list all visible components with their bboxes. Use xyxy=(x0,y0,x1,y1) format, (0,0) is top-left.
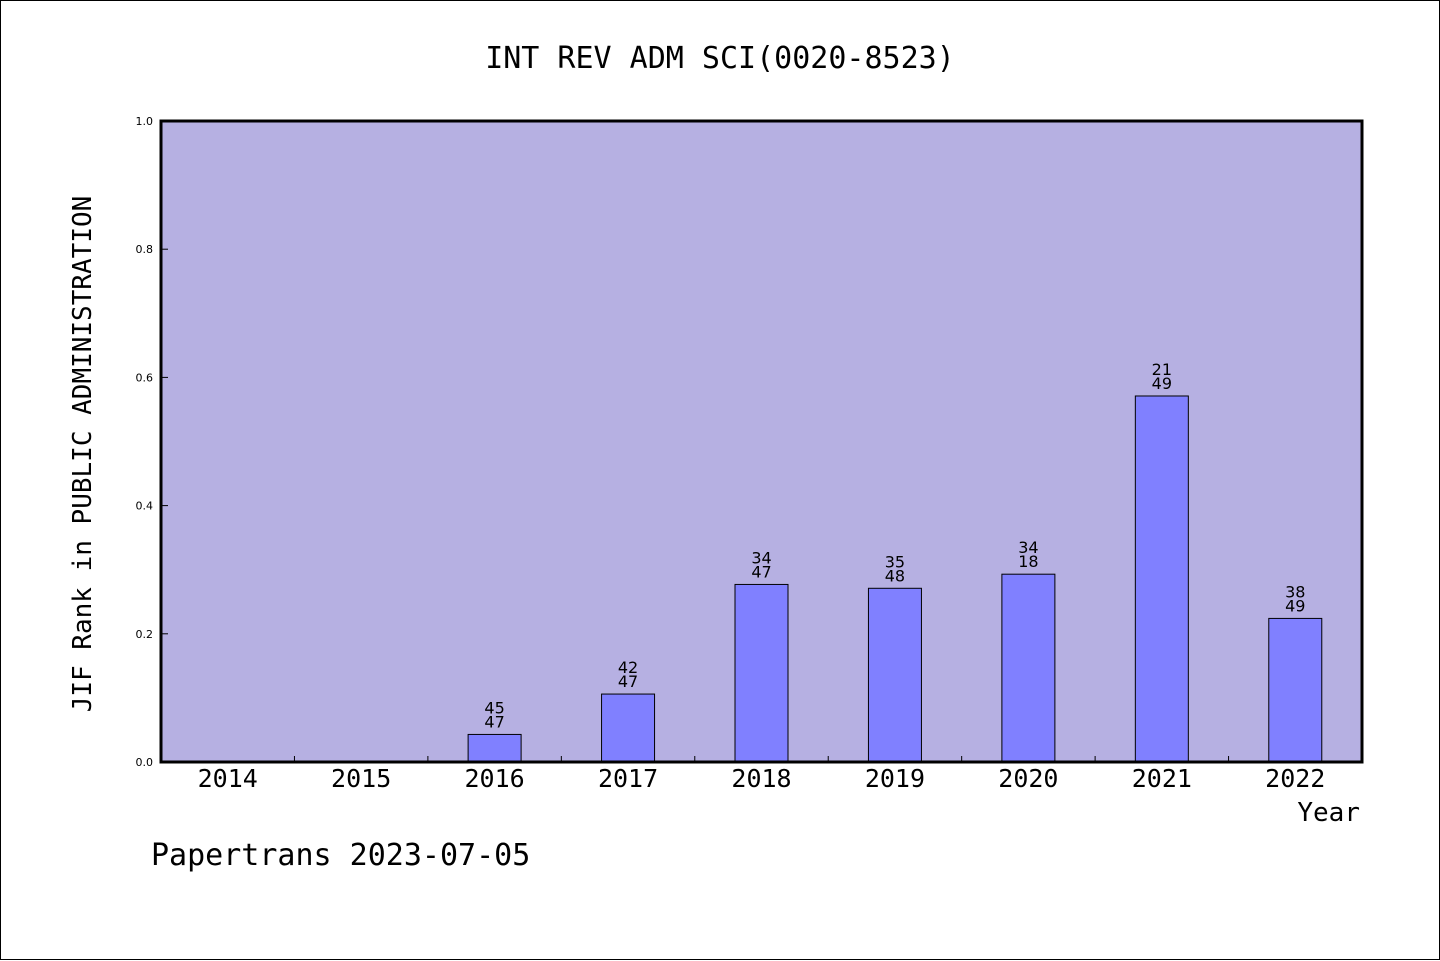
ticks-layer: 2014 2015 2016 2017 2018 2019 2020 2021 2022 0.0 0… xyxy=(136,115,1326,793)
x-tick-label-2019: 2019 xyxy=(865,764,925,793)
y-tick-label: 1.0 xyxy=(136,115,154,128)
bar-rank-label-2017: 42 xyxy=(618,658,638,677)
bar-rank-label-2018: 34 xyxy=(751,548,771,567)
x-axis-label: Year xyxy=(1297,798,1360,828)
y-axis-label: JIF Rank in PUBLIC ADMINISTRATION xyxy=(68,196,98,713)
bar-rank-label-2019: 35 xyxy=(885,552,905,571)
bar-2019 xyxy=(867,587,922,763)
y-tick-label: 0.6 xyxy=(136,371,154,384)
bar-rank-label-2020: 34 xyxy=(1018,538,1038,557)
plot-border xyxy=(159,119,1364,764)
y-tick-label: 0.0 xyxy=(136,756,154,769)
x-tick-label-2021: 2021 xyxy=(1132,764,1192,793)
bar-total-label-2017: 47 xyxy=(618,672,638,691)
x-tick-label-2020: 2020 xyxy=(998,764,1058,793)
bar-2016 xyxy=(467,733,522,763)
bar-total-label-2022: 49 xyxy=(1285,596,1305,615)
x-tick-label-2015: 2015 xyxy=(331,764,391,793)
chart-title: INT REV ADM SCI(0020-8523) xyxy=(485,41,955,76)
x-tick-label-2017: 2017 xyxy=(598,764,658,793)
bar-total-label-2016: 47 xyxy=(484,712,504,731)
bar-2021 xyxy=(1134,395,1189,763)
bar-total-label-2018: 47 xyxy=(751,562,771,581)
bar-rank-label-2016: 45 xyxy=(484,698,504,717)
bar-rank-label-2022: 38 xyxy=(1285,582,1305,601)
y-tick-label: 0.2 xyxy=(136,628,154,641)
y-tick-label: 0.4 xyxy=(136,500,154,513)
bar-2020 xyxy=(1001,573,1056,763)
bar-total-label-2020: 18 xyxy=(1018,552,1038,571)
footer-date: Papertrans 2023-07-05 xyxy=(151,838,530,873)
x-tick-label-2018: 2018 xyxy=(731,764,791,793)
x-tick-label-2016: 2016 xyxy=(465,764,525,793)
bar-rank-label-2021: 21 xyxy=(1152,360,1172,379)
bar-2022 xyxy=(1268,617,1323,763)
bar-2018 xyxy=(734,583,789,763)
bar-2017 xyxy=(601,693,656,763)
x-tick-label-2022: 2022 xyxy=(1265,764,1325,793)
bar-total-label-2021: 49 xyxy=(1152,374,1172,393)
bar-total-label-2019: 48 xyxy=(885,566,905,585)
y-tick-label: 0.8 xyxy=(136,243,154,256)
x-tick-label-2014: 2014 xyxy=(198,764,258,793)
